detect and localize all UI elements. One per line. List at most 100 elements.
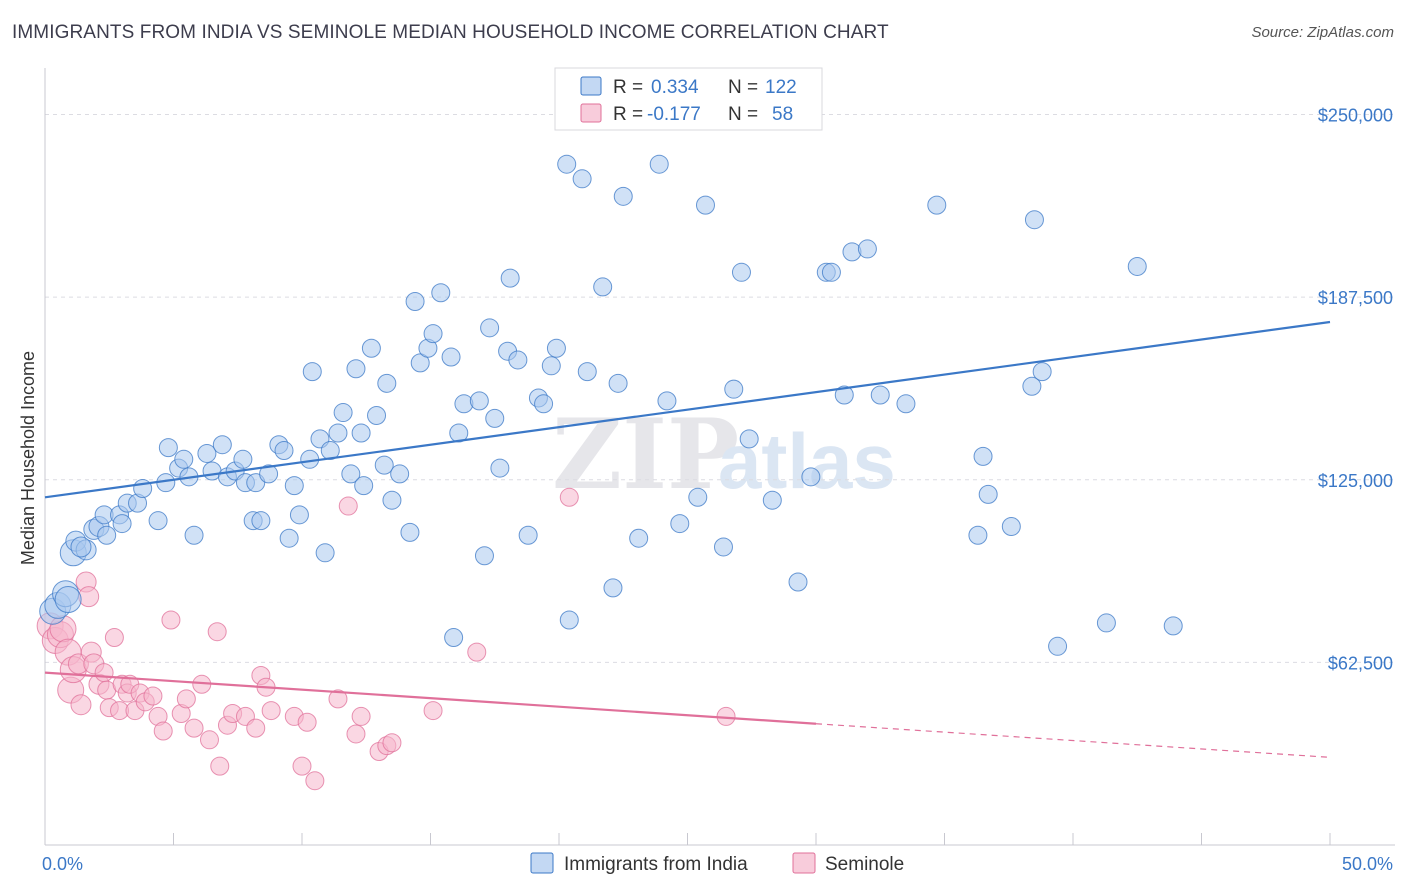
india-point-111 — [1022, 376, 1042, 396]
india-point-48 — [361, 338, 381, 358]
seminole-point-30 — [176, 689, 196, 709]
india-point-31 — [259, 464, 279, 484]
india-point-93 — [731, 262, 751, 282]
series-seminole-points — [36, 487, 736, 791]
india-point-30 — [251, 511, 271, 531]
india-point-94 — [739, 429, 759, 449]
seminole-point-48 — [338, 496, 358, 516]
india-point-63 — [454, 394, 474, 414]
india-point-84 — [613, 186, 633, 206]
seminole-point-33 — [199, 730, 219, 750]
seminole-point-8 — [70, 694, 92, 716]
india-point-69 — [500, 268, 520, 288]
india-point-49 — [367, 405, 387, 425]
india-point-91 — [713, 537, 733, 557]
seminole-point-25 — [143, 686, 163, 706]
legend-india-n-value: 122 — [765, 77, 797, 98]
y-tick-labels: $62,500 $125,000 $187,500 $250,000 — [1318, 106, 1393, 674]
seminole-point-27 — [153, 721, 173, 741]
india-point-88 — [670, 514, 690, 534]
india-point-119 — [97, 525, 117, 545]
india-point-14 — [148, 511, 168, 531]
india-point-23 — [212, 435, 232, 455]
bottom-legend-swatch-seminole — [792, 852, 816, 874]
india-point-83 — [608, 373, 628, 393]
india-point-13 — [112, 514, 132, 534]
india-point-89 — [695, 195, 715, 215]
india-point-41 — [320, 441, 340, 461]
seminole-point-28 — [161, 610, 181, 630]
india-point-92 — [724, 379, 744, 399]
series-india-points — [39, 154, 1183, 656]
india-point-112 — [1032, 362, 1052, 382]
india-point-38 — [302, 362, 322, 382]
india-point-68 — [490, 458, 510, 478]
india-point-43 — [333, 403, 353, 423]
seminole-point-49 — [346, 724, 366, 744]
india-point-44 — [341, 464, 361, 484]
india-point-103 — [870, 385, 890, 405]
trend-line-india — [44, 320, 1331, 499]
india-point-53 — [390, 464, 410, 484]
correlation-legend: R = 0.334 N = 122 R = -0.177 N = 58 — [554, 67, 823, 131]
india-point-108 — [978, 484, 998, 504]
x-tick-labels: 0.0% 50.0% — [42, 854, 1393, 874]
seminole-point-55 — [467, 642, 487, 662]
india-point-59 — [431, 283, 451, 303]
watermark-atlas: atlas — [718, 417, 896, 505]
trend-line-seminole — [44, 671, 817, 725]
india-point-102 — [857, 239, 877, 259]
india-point-56 — [410, 353, 430, 373]
legend-seminole-r-label: R = — [613, 104, 643, 125]
india-point-99 — [821, 262, 841, 282]
india-point-46 — [351, 423, 371, 443]
seminole-point-14 — [94, 663, 114, 683]
india-point-18 — [174, 449, 194, 469]
india-point-95 — [762, 490, 782, 510]
india-point-96 — [788, 572, 808, 592]
india-point-79 — [572, 169, 592, 189]
india-point-104 — [896, 394, 916, 414]
trend-line-seminole-extension — [815, 723, 1331, 758]
india-point-107 — [973, 446, 993, 466]
india-point-82 — [603, 578, 623, 598]
india-point-87 — [657, 391, 677, 411]
axes — [44, 68, 1395, 846]
india-point-61 — [444, 628, 464, 648]
seminole-point-53 — [382, 733, 402, 753]
india-point-36 — [289, 505, 309, 525]
india-point-81 — [593, 277, 613, 297]
legend-seminole-n-value: 58 — [772, 104, 793, 125]
x-tick-label-0: 0.0% — [42, 854, 83, 874]
bottom-legend-label-india: Immigrants from India — [564, 854, 748, 875]
india-point-50 — [374, 455, 394, 475]
legend-swatch-india — [580, 76, 602, 96]
india-point-40 — [315, 543, 335, 563]
seminole-point-17 — [104, 628, 124, 648]
seminole-point-34 — [207, 622, 227, 642]
india-point-100 — [834, 385, 854, 405]
bottom-legend-label-seminole: Seminole — [825, 854, 904, 875]
india-point-77 — [557, 154, 577, 174]
legend-seminole-r-value: -0.177 — [647, 104, 701, 125]
x-tick-label-1: 50.0% — [1342, 854, 1393, 874]
india-point-58 — [423, 324, 443, 344]
india-point-64 — [469, 391, 489, 411]
india-point-118 — [70, 536, 92, 558]
india-point-109 — [1001, 517, 1021, 537]
legend-india-n-label: N = — [728, 77, 758, 98]
india-point-76 — [546, 338, 566, 358]
india-point-51 — [377, 373, 397, 393]
seminole-point-31 — [184, 718, 204, 738]
gridlines — [45, 114, 1395, 663]
seminole-point-35 — [210, 756, 230, 776]
india-point-47 — [354, 476, 374, 496]
seminole-point-45 — [297, 712, 317, 732]
india-point-114 — [1096, 613, 1116, 633]
seminole-point-10 — [78, 586, 100, 608]
watermark-zip: ZIP — [552, 398, 739, 511]
india-point-60 — [441, 347, 461, 367]
india-point-71 — [508, 350, 528, 370]
india-point-115 — [1127, 256, 1147, 276]
